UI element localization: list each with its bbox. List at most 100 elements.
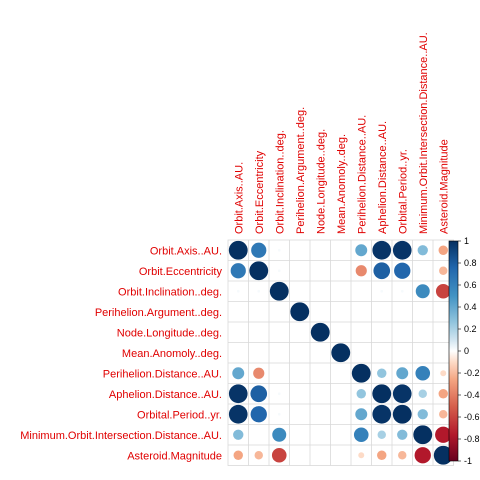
correlation-circle — [415, 365, 431, 381]
row-label: Orbit.Inclination..deg. — [118, 286, 222, 298]
correlation-circle — [290, 302, 310, 322]
row-label: Orbital.Period..yr. — [137, 409, 222, 421]
correlation-circle — [398, 451, 407, 460]
correlation-circle — [397, 429, 408, 440]
correlation-circle — [377, 450, 387, 460]
color-legend-tick-label: 0.6 — [464, 280, 477, 290]
correlation-circle — [271, 447, 287, 463]
column-label: Minimum.Orbit.Intersection.Distance..AU. — [418, 32, 430, 234]
correlation-circle — [277, 269, 281, 273]
correlation-circle — [253, 367, 265, 379]
correlation-circle — [414, 447, 431, 464]
correlation-circle — [277, 248, 281, 252]
correlation-circle — [355, 408, 368, 421]
correlation-circle — [257, 289, 261, 293]
column-label: Node.Longitude..deg. — [315, 129, 327, 234]
row-label: Asteroid.Magnitude — [127, 450, 222, 462]
column-label: Orbit.Axis..AU. — [233, 162, 245, 234]
correlation-circle — [418, 389, 427, 398]
correlation-circle — [377, 368, 387, 378]
correlation-circle — [394, 262, 411, 279]
column-label: Orbit.Eccentricity — [254, 150, 266, 234]
correlation-circle — [236, 289, 240, 293]
row-labels: Orbit.Axis..AU. Orbit.Eccentricity Orbit.I… — [20, 245, 222, 462]
row-label: Minimum.Orbit.Intersection.Distance..AU. — [20, 430, 222, 442]
correlation-circle — [277, 412, 281, 416]
column-labels: Orbit.Axis..AU. Orbit.Eccentricity Orbit.I… — [233, 32, 450, 234]
correlation-circle — [356, 389, 366, 399]
correlation-circle — [353, 427, 369, 443]
correlation-circle — [269, 281, 289, 301]
correlation-circle — [250, 406, 267, 423]
correlation-circle — [272, 427, 287, 442]
correlation-circle — [392, 240, 412, 260]
color-legend-tick-label: 0.4 — [464, 302, 477, 312]
correlation-circle — [372, 384, 392, 404]
correlation-circle — [251, 242, 267, 258]
correlation-circle — [228, 240, 248, 260]
correlation-circle — [254, 451, 263, 460]
correlation-circle — [372, 404, 392, 424]
correlation-circle — [233, 450, 243, 460]
correlation-circle — [413, 425, 433, 445]
correlation-circle — [392, 384, 412, 404]
correlation-circle — [392, 404, 412, 424]
correlation-circle — [433, 445, 453, 465]
correlation-circle — [417, 245, 428, 256]
correlation-circle — [439, 266, 448, 275]
column-label: Perihelion.Argument..deg. — [295, 107, 307, 234]
correlation-circle — [277, 392, 281, 396]
column-label: Mean.Anomoly..deg. — [336, 134, 348, 234]
column-label: Orbit.Inclination..deg. — [274, 130, 286, 234]
column-label: Asteroid.Magnitude — [438, 139, 450, 234]
correlation-circle — [438, 245, 448, 255]
correlation-circle — [233, 429, 244, 440]
correlation-circle — [331, 343, 351, 363]
column-label: Aphelion.Distance..AU. — [377, 121, 389, 234]
color-legend-tick-label: 1 — [464, 236, 469, 246]
correlation-circle — [232, 367, 245, 380]
correlation-circle — [396, 367, 409, 380]
correlation-circle — [440, 370, 447, 377]
correlation-circle — [230, 263, 246, 279]
correlation-circle — [228, 384, 248, 404]
row-label: Perihelion.Argument..deg. — [95, 307, 222, 319]
correlation-circle — [358, 452, 365, 459]
correlation-circle — [228, 404, 248, 424]
color-legend-tick-label: 0.2 — [464, 324, 477, 334]
correlation-circle — [435, 426, 452, 443]
correlation-circle — [438, 389, 448, 399]
row-label: Aphelion.Distance..AU. — [109, 389, 222, 401]
color-legend-bar — [448, 240, 459, 462]
color-legend-tick-label: -0.4 — [464, 390, 480, 400]
correlation-circle — [400, 289, 404, 293]
correlation-circle — [435, 283, 451, 299]
correlation-circle — [373, 262, 391, 280]
correlation-circle — [310, 322, 330, 342]
correlation-circles — [228, 240, 453, 465]
correlation-circle — [377, 430, 386, 439]
color-legend-tick-label: -0.6 — [464, 412, 480, 422]
correlation-circle — [439, 410, 448, 419]
column-label: Perihelion.Distance..AU. — [356, 115, 368, 234]
row-label: Node.Longitude..deg. — [117, 327, 222, 339]
correlation-circle — [417, 409, 428, 420]
color-legend: 1 0.8 0.6 0.4 0.2 0 -0.2 -0.4 -0.6 -0.8 -1 — [448, 236, 480, 466]
color-legend-tick-label: 0.8 — [464, 258, 477, 268]
correlation-circle — [250, 385, 268, 403]
row-label: Mean.Anomoly..deg. — [122, 348, 222, 360]
row-label: Orbit.Eccentricity — [139, 266, 223, 278]
correlation-circle — [351, 363, 371, 383]
matrix-grid — [227, 239, 454, 466]
color-legend-tick-label: -0.2 — [464, 368, 480, 378]
correlation-circle — [415, 284, 430, 299]
row-label: Orbit.Axis..AU. — [150, 245, 222, 257]
correlation-circle — [249, 261, 269, 281]
color-legend-tick-label: -0.8 — [464, 434, 480, 444]
column-label: Orbital.Period..yr. — [397, 149, 409, 234]
color-legend-tick-label: 0 — [464, 346, 469, 356]
color-legend-tick-label: -1 — [464, 456, 472, 466]
correlation-circle — [380, 289, 384, 293]
row-label: Perihelion.Distance..AU. — [103, 368, 222, 380]
